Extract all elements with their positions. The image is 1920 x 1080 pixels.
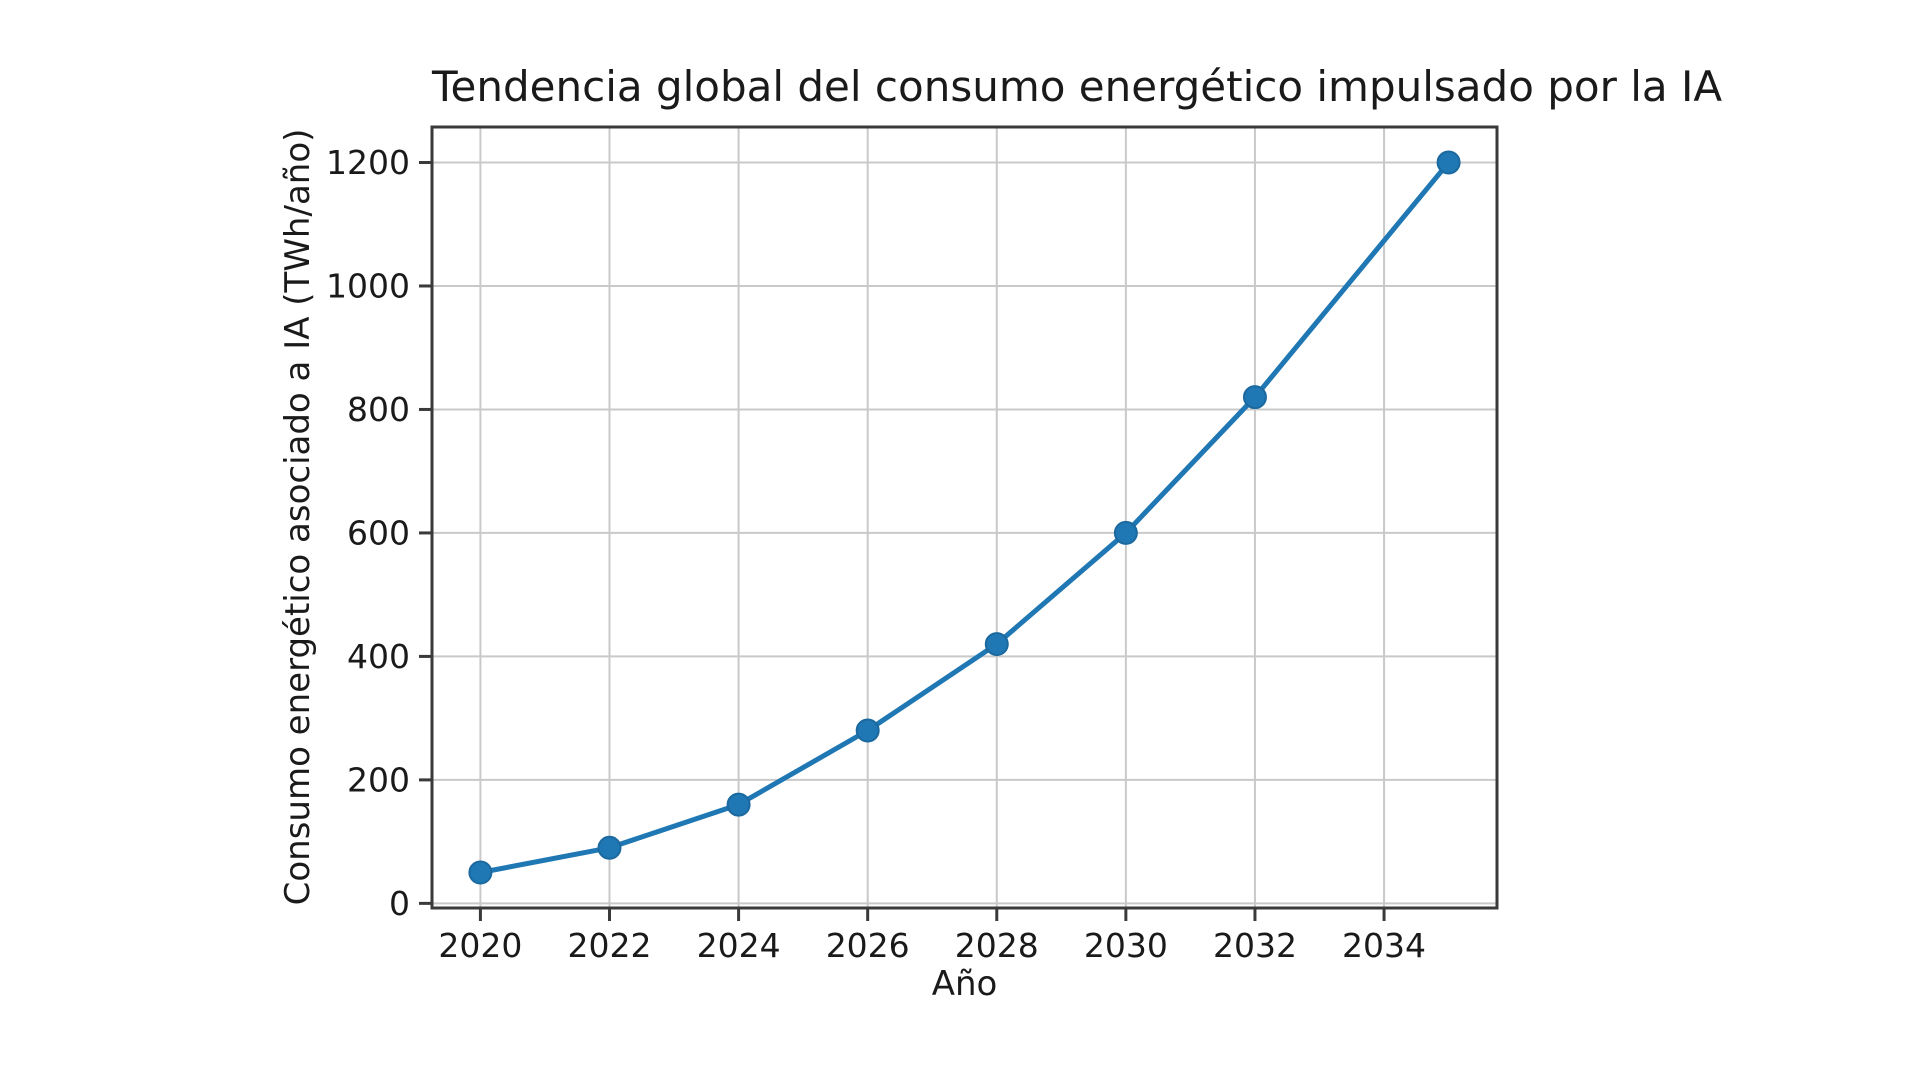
data-point — [1436, 150, 1461, 175]
x-tick-label: 2032 — [1213, 926, 1297, 965]
x-tick-label: 2026 — [826, 926, 910, 965]
x-tick-label: 2022 — [568, 926, 652, 965]
x-axis-label: Año — [931, 964, 998, 1004]
plot-background — [432, 127, 1497, 908]
data-point — [726, 792, 751, 817]
y-tick-label: 1000 — [326, 267, 410, 306]
x-tick-label: 2024 — [697, 926, 781, 965]
y-tick-label: 400 — [347, 637, 410, 676]
plot-border — [430, 125, 1499, 910]
data-line — [477, 160, 1452, 875]
x-tick-label: 2028 — [955, 926, 1039, 965]
y-tick-label: 0 — [389, 884, 410, 923]
y-tick-label: 800 — [347, 390, 410, 429]
x-tick-label: 2034 — [1342, 926, 1426, 965]
x-tick-label: 2020 — [438, 926, 522, 965]
data-point — [1242, 385, 1267, 410]
data-point — [855, 718, 880, 743]
y-axis-label: Consumo energético asociado a IA (TWh/añ… — [278, 128, 318, 906]
data-point — [468, 860, 493, 885]
data-point — [597, 835, 622, 860]
y-tick-label: 1200 — [326, 143, 410, 182]
y-tick-label: 600 — [347, 513, 410, 552]
y-tick-label: 200 — [347, 760, 410, 799]
data-point — [984, 632, 1009, 657]
x-tick-label: 2030 — [1084, 926, 1168, 965]
data-point — [1113, 520, 1138, 545]
